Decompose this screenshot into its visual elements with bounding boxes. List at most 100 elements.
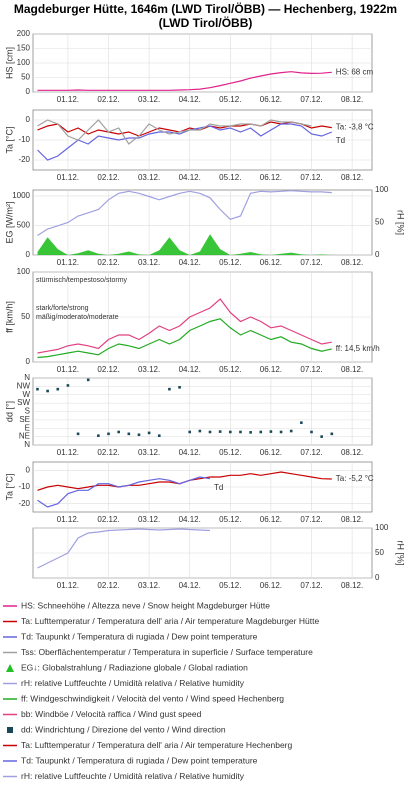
legend-label: HS: Schneehöhe / Altezza neve / Snow hei… xyxy=(21,600,270,610)
end-label: HS: 68 cm xyxy=(336,67,374,76)
line xyxy=(37,123,333,161)
point xyxy=(157,434,161,437)
legend-label: Td: Taupunkt / Temperatura di rugiada / … xyxy=(21,755,258,765)
y-tick-label: 150 xyxy=(17,44,31,53)
y-tick-label: 200 xyxy=(17,29,31,38)
x-tick-label: 08.12. xyxy=(341,95,363,104)
x-tick-label: 03.12. xyxy=(138,515,160,524)
y-tick-label: 50 xyxy=(21,312,30,321)
point xyxy=(279,430,283,434)
x-tick-label: 07.12. xyxy=(300,173,322,182)
x-tick-label: 07.12. xyxy=(300,515,322,524)
legend-label: rH: relative Luftfeuchte / Umidità relat… xyxy=(21,771,245,781)
y-axis-label: Ta [°C] xyxy=(4,126,14,153)
legend-marker xyxy=(7,727,13,733)
point xyxy=(86,378,90,382)
legend-label: Tss: Oberflächentemperatur / Temperatura… xyxy=(21,647,313,657)
y-tick-label: -20 xyxy=(18,155,30,164)
y-tick-label: NW xyxy=(17,381,31,390)
point xyxy=(218,430,222,433)
y2-tick-label: 100 xyxy=(375,185,389,194)
y-tick-label: 1000 xyxy=(12,191,30,200)
legend-label: Td: Taupunkt / Temperatura di rugiada / … xyxy=(21,631,258,641)
y-tick-label: 0 xyxy=(26,115,31,124)
line xyxy=(37,71,332,91)
y-axis-label: EG [W/m²] xyxy=(4,202,14,244)
y2-tick-label: 50 xyxy=(375,548,384,557)
x-tick-label: 06.12. xyxy=(260,365,282,374)
legend-label: bb: Windböe / Velocità raffica / Wind gu… xyxy=(21,709,202,719)
y2-tick-label: 0 xyxy=(375,250,380,259)
x-tick-label: 05.12. xyxy=(219,365,241,374)
end-label: ff: 14,5 km/h xyxy=(336,344,380,353)
x-tick-label: 02.12. xyxy=(97,448,119,457)
x-tick-label: 03.12. xyxy=(138,448,160,457)
point xyxy=(107,432,110,436)
legend-label: Ta: Lufttemperatur / Temperatura dell' a… xyxy=(21,616,319,626)
y-tick-label: -10 xyxy=(18,135,30,144)
y-tick-label: W xyxy=(22,390,30,399)
x-tick-label: 08.12. xyxy=(341,515,363,524)
x-tick-label: 04.12. xyxy=(179,515,201,524)
point xyxy=(46,389,49,393)
x-tick-label: 07.12. xyxy=(300,365,322,374)
x-tick-label: 06.12. xyxy=(260,448,282,457)
x-tick-label: 03.12. xyxy=(138,95,160,104)
y-tick-label: 100 xyxy=(17,267,31,276)
legend-label: EG↓: Globalstrahlung / Radiazione global… xyxy=(21,662,248,672)
x-tick-label: 05.12. xyxy=(219,173,241,182)
point xyxy=(259,430,263,434)
y-tick-label: NE xyxy=(19,432,30,441)
x-tick-label: 05.12. xyxy=(219,258,241,267)
point xyxy=(198,429,202,433)
y-tick-label: SE xyxy=(19,415,30,424)
x-tick-label: 03.12. xyxy=(138,581,160,590)
end-label: Td xyxy=(336,136,345,145)
annotation: stark/forte/strong xyxy=(36,305,89,312)
y-tick-label: 0 xyxy=(26,465,31,474)
y2-axis-label: rH [%] xyxy=(396,210,406,235)
x-tick-label: 03.12. xyxy=(138,365,160,374)
y-tick-label: N xyxy=(24,440,30,449)
point xyxy=(66,384,70,387)
point xyxy=(330,432,334,436)
point xyxy=(239,430,242,434)
x-tick-label: 04.12. xyxy=(179,365,201,374)
x-tick-label: 02.12. xyxy=(97,515,119,524)
x-tick-label: 01.12. xyxy=(57,258,79,267)
end-label: Td xyxy=(214,483,223,492)
x-tick-label: 01.12. xyxy=(57,95,79,104)
x-tick-label: 04.12. xyxy=(179,581,201,590)
point xyxy=(127,432,131,436)
y-tick-label: 100 xyxy=(17,58,31,67)
x-tick-label: 06.12. xyxy=(260,258,282,267)
x-tick-label: 05.12. xyxy=(219,448,241,457)
point xyxy=(188,430,192,434)
point xyxy=(300,421,303,424)
legend-marker xyxy=(6,664,14,672)
x-tick-label: 07.12. xyxy=(300,581,322,590)
x-tick-label: 01.12. xyxy=(57,365,79,374)
line xyxy=(37,298,332,354)
y-tick-label: -20 xyxy=(18,499,30,508)
x-tick-label: 05.12. xyxy=(219,515,241,524)
point xyxy=(56,387,60,391)
x-tick-label: 08.12. xyxy=(341,365,363,374)
legend-label: rH: relative Luftfeuchte / Umidità relat… xyxy=(21,678,245,688)
y-tick-label: N xyxy=(24,373,30,382)
x-tick-label: 01.12. xyxy=(57,581,79,590)
y2-tick-label: 100 xyxy=(375,523,389,532)
point xyxy=(97,434,100,437)
x-tick-label: 08.12. xyxy=(341,173,363,182)
x-tick-label: 05.12. xyxy=(219,95,241,104)
point xyxy=(289,429,293,433)
end-label: Ta: -5,2 °C xyxy=(336,474,374,483)
x-tick-label: 06.12. xyxy=(260,173,282,182)
x-tick-label: 06.12. xyxy=(260,581,282,590)
x-tick-label: 02.12. xyxy=(97,173,119,182)
x-tick-label: 04.12. xyxy=(179,258,201,267)
y-tick-label: 500 xyxy=(17,221,31,230)
x-tick-label: 02.12. xyxy=(97,258,119,267)
x-tick-label: 01.12. xyxy=(57,515,79,524)
